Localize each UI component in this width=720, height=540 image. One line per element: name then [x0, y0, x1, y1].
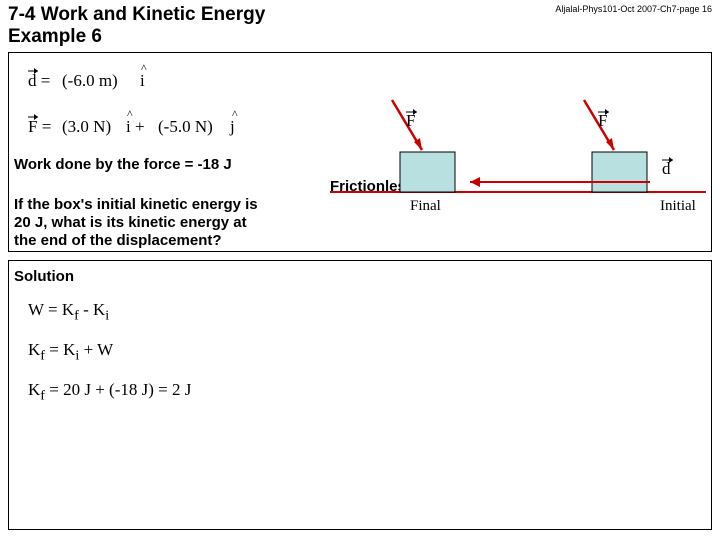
svg-text:^: ^	[141, 64, 147, 75]
solution-eq3: Kf = 20 J + (-18 J) = 2 J	[28, 380, 191, 404]
eq-F-svg: F = (3.0 N) i + ^ (-5.0 N) j ^	[28, 110, 308, 144]
svg-text:^: ^	[127, 110, 133, 121]
svg-text:F =: F =	[28, 117, 51, 136]
title-line1: 7-4 Work and Kinetic Energy	[8, 4, 265, 25]
sol-eq1-mid: - K	[79, 300, 105, 319]
work-statement: Work done by the force = -18 J	[14, 156, 232, 173]
svg-text:^: ^	[232, 110, 238, 121]
diagram-svg: F F d Final Initial	[330, 92, 706, 222]
svg-text:(-5.0 N): (-5.0 N)	[158, 117, 213, 136]
solution-eq2: Kf = Ki + W	[28, 340, 113, 364]
svg-text:d =: d =	[28, 71, 50, 90]
sol-eq3-rhs: = 20 J + (-18 J) = 2 J	[45, 380, 191, 399]
sol-eq2-rhs: + W	[79, 340, 113, 359]
title-line2: Example 6	[8, 26, 102, 47]
equation-d: d = (-6.0 m) i ^	[28, 64, 218, 103]
sol-eq2-mid: = K	[45, 340, 75, 359]
sol-eq2-lhs: K	[28, 340, 40, 359]
physics-diagram: F F d Final Initial	[330, 92, 706, 212]
solution-eq1: W = Kf - Ki	[28, 300, 109, 324]
page-title: 7-4 Work and Kinetic Energy Example 6	[8, 4, 265, 48]
eq-d-svg: d = (-6.0 m) i ^	[28, 64, 218, 98]
sol-eq3-lhs: K	[28, 380, 40, 399]
svg-text:Final: Final	[410, 198, 441, 214]
equation-F: F = (3.0 N) i + ^ (-5.0 N) j ^	[28, 110, 308, 149]
svg-text:Initial: Initial	[660, 198, 696, 214]
sol-eq1-sub2: i	[105, 307, 109, 323]
svg-text:(3.0 N): (3.0 N)	[62, 117, 111, 136]
question-text: If the box's initial kinetic energy is 2…	[14, 196, 258, 250]
header-reference: Aljalal-Phys101-Oct 2007-Ch7-page 16	[555, 4, 712, 14]
svg-text:(-6.0 m): (-6.0 m)	[62, 71, 118, 90]
sol-eq1-lhs: W = K	[28, 300, 74, 319]
solution-label: Solution	[14, 268, 74, 285]
